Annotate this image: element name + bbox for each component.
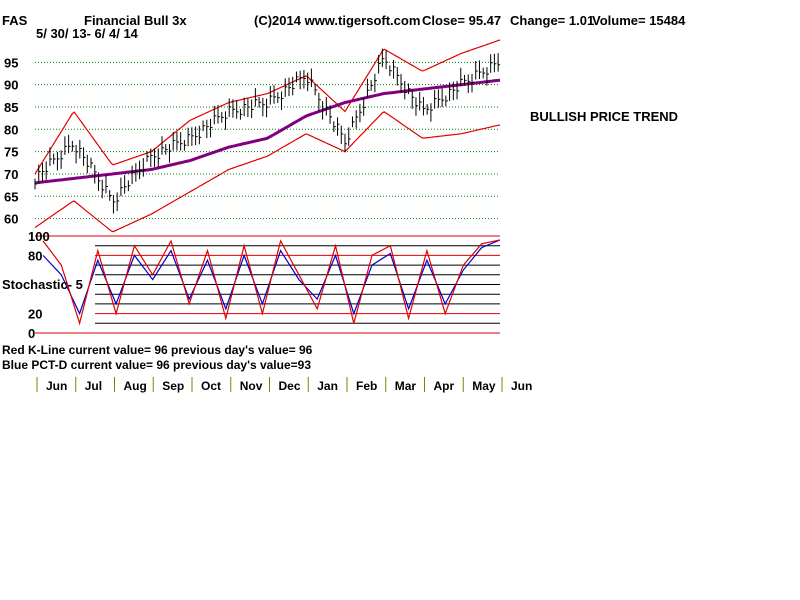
month-label: Jul xyxy=(85,379,102,393)
price-tick-label: 60 xyxy=(4,212,18,227)
month-label: Oct xyxy=(201,379,221,393)
month-label: Dec xyxy=(279,379,301,393)
month-label: May xyxy=(472,379,496,393)
stochastic-lines xyxy=(42,239,501,326)
price-tick-label: 80 xyxy=(4,122,18,137)
stochastic-tick-label: 100 xyxy=(28,229,50,244)
price-bars xyxy=(34,48,501,214)
volume-value: Volume= 15484 xyxy=(592,13,686,28)
close-value: Close= 95.47 xyxy=(422,13,501,28)
lower-band-line xyxy=(34,111,501,233)
month-label: Jan xyxy=(317,379,338,393)
date-range: 5/ 30/ 13- 6/ 4/ 14 xyxy=(36,26,139,41)
month-label: Aug xyxy=(124,379,147,393)
month-label: Sep xyxy=(162,379,184,393)
month-label: Feb xyxy=(356,379,377,393)
moving-average-line xyxy=(34,78,501,185)
month-label: Mar xyxy=(395,379,417,393)
upper-band-line xyxy=(34,39,501,175)
price-tick-label: 65 xyxy=(4,189,18,204)
blue-d-readout: Blue PCT-D current value= 96 previous da… xyxy=(2,358,311,372)
price-tick-label: 70 xyxy=(4,167,18,182)
copyright-source: (C)2014 www.tigersoft.com xyxy=(254,13,420,28)
stochastic-tick-label: 0 xyxy=(28,326,35,341)
price-tick-label: 85 xyxy=(4,100,18,115)
stochastic-label: Stochastic- 5 xyxy=(2,277,83,292)
price-tick-label: 75 xyxy=(4,145,18,160)
price-gridlines xyxy=(35,61,500,220)
stochastic-tick-label: 80 xyxy=(28,248,42,263)
stochastic-axis-ticks: 0 20 80 100 xyxy=(28,229,50,341)
stochastic-gridlines xyxy=(35,235,500,334)
change-value: Change= 1.01 xyxy=(510,13,594,28)
month-label: Apr xyxy=(434,379,455,393)
bollinger-bands xyxy=(34,39,501,233)
month-axis: Jun Jul Aug Sep Oct Nov Dec Jan Feb Mar Apr May Jun xyxy=(36,377,532,393)
month-label: Jun xyxy=(511,379,532,393)
trend-annotation: BULLISH PRICE TREND xyxy=(530,109,678,124)
instrument-name: Financial Bull 3x xyxy=(84,13,187,28)
price-axis-ticks: 60 65 70 75 80 85 90 95 xyxy=(4,55,18,226)
price-tick-label: 90 xyxy=(4,78,18,93)
month-label: Jun xyxy=(46,379,67,393)
stochastic-tick-label: 20 xyxy=(28,307,42,322)
ticker-symbol: FAS xyxy=(2,13,28,28)
red-k-readout: Red K-Line current value= 96 previous da… xyxy=(2,343,313,357)
month-label: Nov xyxy=(240,379,263,393)
price-tick-label: 95 xyxy=(4,55,18,70)
red-k-line xyxy=(42,239,501,326)
moving-average xyxy=(34,78,501,185)
